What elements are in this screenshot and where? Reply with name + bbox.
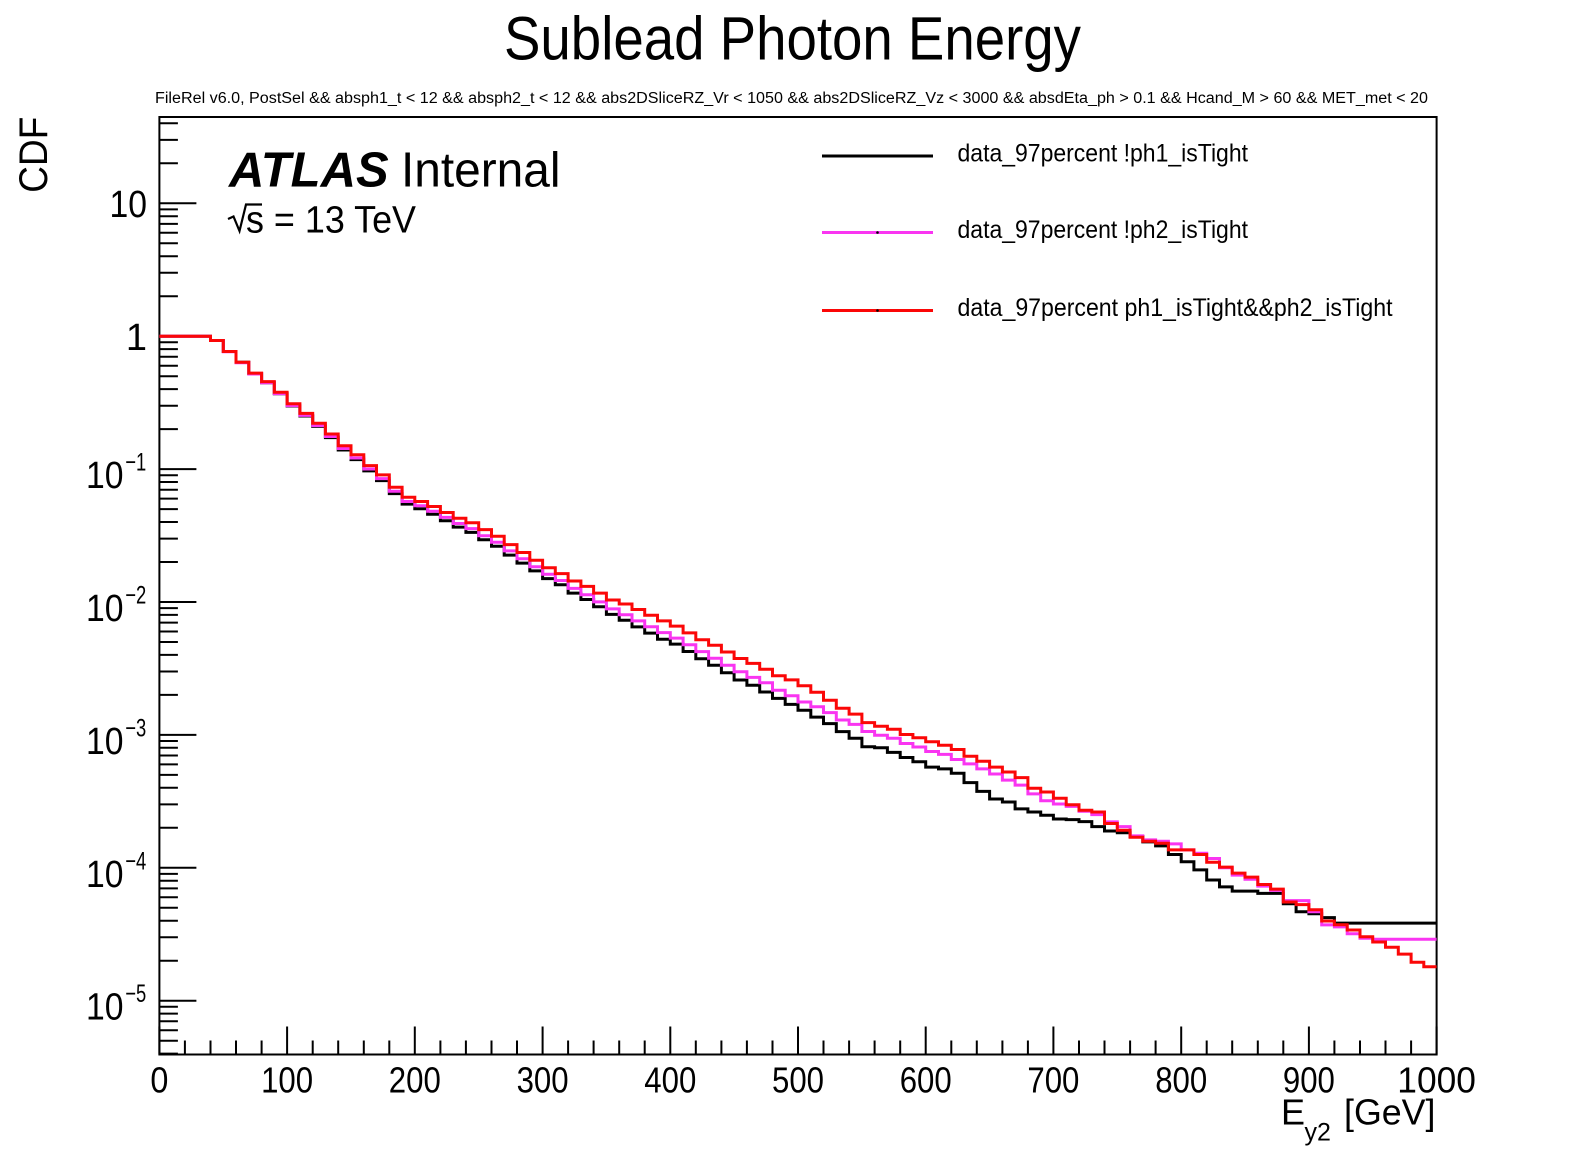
svg-text:1000: 1000 — [1397, 1060, 1476, 1101]
svg-text:300: 300 — [517, 1060, 569, 1101]
svg-text:−2: −2 — [125, 582, 146, 610]
svg-text:y2: y2 — [1305, 1119, 1331, 1147]
svg-text:1: 1 — [126, 317, 147, 359]
svg-text:500: 500 — [772, 1060, 824, 1101]
svg-text:s = 13 TeV: s = 13 TeV — [246, 200, 417, 242]
svg-text:data_97percent ph1_isTight&&ph: data_97percent ph1_isTight&&ph2_isTight — [958, 294, 1393, 322]
svg-text:0: 0 — [150, 1060, 168, 1101]
svg-text:[GeV]: [GeV] — [1344, 1092, 1436, 1133]
svg-text:10: 10 — [86, 721, 124, 763]
svg-text:CDF: CDF — [12, 117, 56, 193]
svg-text:600: 600 — [900, 1060, 952, 1101]
svg-text:ATLAS: ATLAS — [228, 144, 389, 198]
svg-text:10: 10 — [86, 854, 124, 896]
svg-text:Internal: Internal — [401, 144, 561, 198]
svg-text:data_97percent !ph1_isTight: data_97percent !ph1_isTight — [958, 139, 1249, 167]
svg-text:E: E — [1281, 1092, 1305, 1133]
svg-text:10: 10 — [86, 987, 124, 1029]
svg-text:700: 700 — [1027, 1060, 1079, 1101]
svg-text:10: 10 — [86, 588, 124, 630]
svg-text:900: 900 — [1283, 1060, 1335, 1101]
svg-text:100: 100 — [261, 1060, 313, 1101]
svg-text:Sublead Photon Energy: Sublead Photon Energy — [504, 5, 1081, 73]
svg-text:10: 10 — [86, 455, 124, 497]
svg-text:−3: −3 — [125, 714, 146, 742]
svg-text:10: 10 — [110, 184, 148, 226]
svg-text:−5: −5 — [125, 980, 146, 1008]
svg-text:FileRel v6.0, PostSel && absp: FileRel v6.0, PostSel && absph1_t < 12 &… — [155, 90, 1428, 107]
svg-text:−1: −1 — [125, 449, 146, 477]
svg-text:400: 400 — [644, 1060, 696, 1101]
svg-text:data_97percent !ph2_isTight: data_97percent !ph2_isTight — [958, 216, 1249, 244]
svg-text:−4: −4 — [125, 847, 146, 875]
svg-text:200: 200 — [389, 1060, 441, 1101]
svg-text:800: 800 — [1155, 1060, 1207, 1101]
